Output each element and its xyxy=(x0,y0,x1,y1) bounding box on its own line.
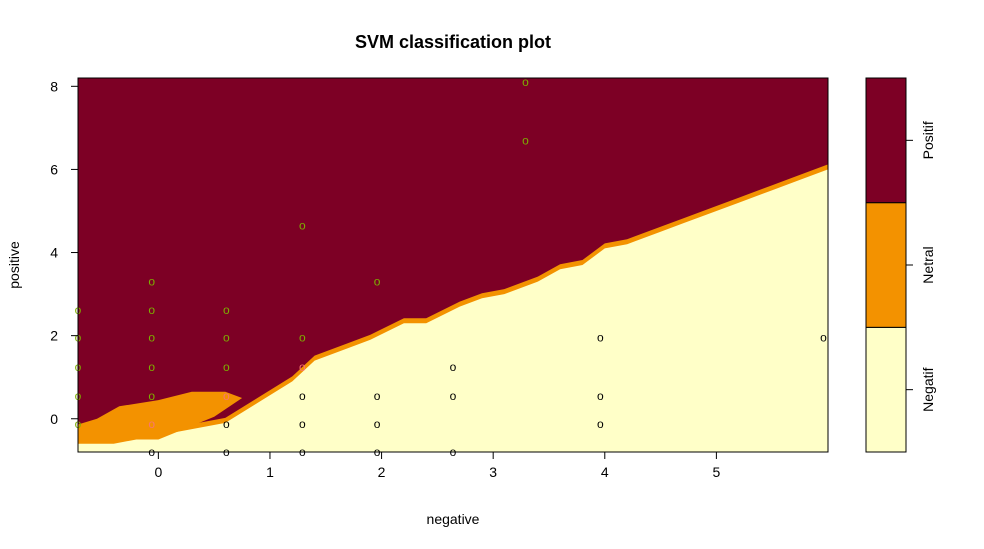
x-tick-label: 3 xyxy=(489,464,497,480)
data-point-negatif: o xyxy=(374,417,381,431)
data-point-positif: o xyxy=(148,275,155,289)
x-tick-label: 5 xyxy=(712,464,720,480)
y-tick-label: 2 xyxy=(50,328,58,344)
data-point-positif: o xyxy=(522,75,529,89)
x-axis: 0 1 2 3 4 5 xyxy=(154,451,720,480)
chart-title: SVM classification plot xyxy=(355,32,551,52)
data-point-positif: o xyxy=(374,275,381,289)
data-point-netral: o xyxy=(223,389,230,403)
data-point-positif: o xyxy=(223,331,230,345)
data-point-negatif: o xyxy=(597,389,604,403)
legend-label-netral: Netral xyxy=(920,246,936,283)
data-point-negatif: o xyxy=(597,331,604,345)
data-point-positif: o xyxy=(299,331,306,345)
x-tick-label: 1 xyxy=(266,464,274,480)
data-point-netral: o xyxy=(299,360,306,374)
y-tick-label: 4 xyxy=(50,245,58,261)
data-point-positif: o xyxy=(148,389,155,403)
y-axis-label: positive xyxy=(6,241,22,289)
legend-label-positif: Positif xyxy=(920,121,936,159)
data-point-netral: o xyxy=(148,417,155,431)
region-negatif xyxy=(78,169,828,452)
legend: Negatif Netral Positif xyxy=(865,77,936,453)
x-axis-label: negative xyxy=(427,511,480,527)
y-tick-label: 8 xyxy=(50,78,58,94)
region-netral-blob xyxy=(78,391,243,443)
x-tick-label: 2 xyxy=(378,464,386,480)
x-tick-label: 0 xyxy=(154,464,162,480)
data-point-positif: o xyxy=(223,303,230,317)
legend-label-negatif: Negatif xyxy=(920,367,936,411)
data-point-negatif: o xyxy=(223,417,230,431)
data-point-negatif: o xyxy=(299,417,306,431)
legend-swatch-negatif xyxy=(865,326,907,453)
data-point-positif: o xyxy=(299,219,306,233)
data-point-negatif: o xyxy=(450,389,457,403)
data-point-negatif: o xyxy=(374,389,381,403)
plot-panel: ooooooooooooooooooooooooooooooooooooo xyxy=(75,75,828,459)
legend-swatch-positif xyxy=(865,77,907,204)
data-point-negatif: o xyxy=(597,417,604,431)
legend-swatch-netral xyxy=(865,202,907,328)
data-point-positif: o xyxy=(148,331,155,345)
data-point-negatif: o xyxy=(450,360,457,374)
x-tick-label: 4 xyxy=(601,464,609,480)
y-axis: 0 2 4 6 8 xyxy=(50,78,79,427)
data-point-negatif: o xyxy=(820,331,827,345)
data-point-positif: o xyxy=(223,360,230,374)
data-point-positif: o xyxy=(148,360,155,374)
data-point-positif: o xyxy=(148,303,155,317)
y-tick-label: 0 xyxy=(50,411,58,427)
data-point-positif: o xyxy=(522,133,529,147)
y-tick-label: 6 xyxy=(50,161,58,177)
data-point-negatif: o xyxy=(299,389,306,403)
